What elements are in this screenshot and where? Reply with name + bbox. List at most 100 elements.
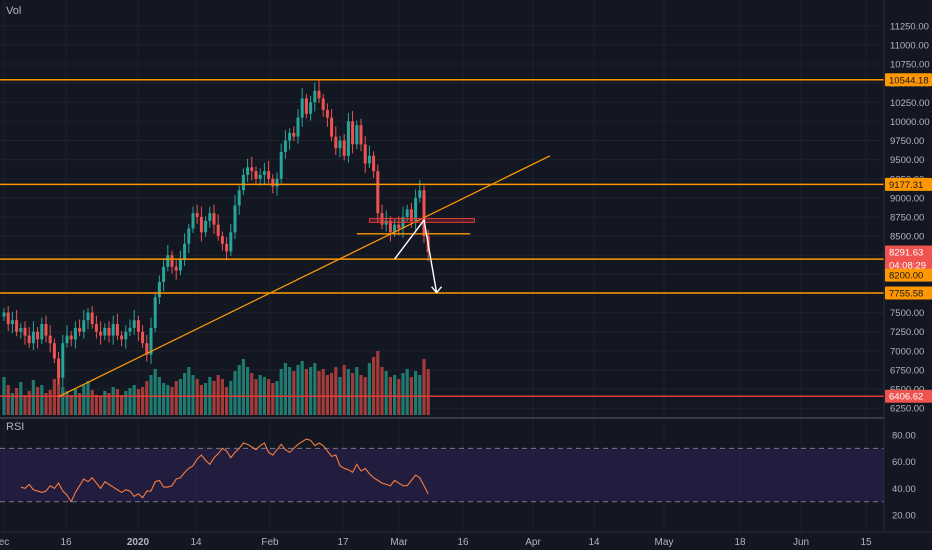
volume-bar	[283, 363, 287, 415]
candle-body	[48, 335, 52, 344]
candle-body	[115, 324, 119, 336]
candle-body	[237, 190, 241, 206]
volume-bar	[342, 365, 346, 415]
volume-bar	[78, 393, 82, 415]
price-tick-label: 6750.00	[890, 365, 924, 376]
volume-bar	[321, 369, 325, 415]
time-axis[interactable]: ec 16 2020 14 Feb 17 Mar 16 Apr 14 May 18 Jun 15	[0, 537, 872, 548]
volume-bar	[90, 390, 94, 415]
volume-bar	[367, 363, 371, 415]
price-tag-box	[885, 389, 932, 403]
volume-bar	[254, 379, 258, 415]
volume-bar	[141, 387, 145, 415]
volume-bar	[132, 385, 136, 415]
volume-bar	[19, 382, 23, 415]
arrow-head[interactable]	[431, 286, 443, 294]
volume-bar	[153, 369, 157, 415]
price-tag-box	[885, 73, 932, 87]
time-tick-label: 16	[60, 537, 72, 548]
candle-body	[153, 297, 157, 328]
volume-bar	[229, 381, 233, 415]
volume-bar	[31, 380, 35, 415]
price-tag-box	[885, 177, 932, 191]
price-tick-label: 8750.00	[890, 213, 924, 224]
chart-drawings[interactable]	[58, 155, 551, 398]
candle-body	[69, 335, 73, 340]
time-tick-label: Jun	[793, 537, 809, 548]
price-tick-label: 9000.00	[890, 193, 924, 204]
candle-body	[191, 213, 195, 229]
rsi-axis[interactable]: 80.00 60.00 40.00 20.00	[892, 431, 916, 522]
rsi-tick-label: 60.00	[892, 457, 916, 468]
price-tag-box	[885, 245, 932, 259]
volume-bar	[57, 373, 61, 415]
volume-bar	[149, 375, 153, 415]
price-tag-label: 10544.18	[889, 75, 929, 86]
candle-body	[296, 117, 300, 137]
candle-body	[204, 220, 208, 233]
candle-body	[317, 90, 321, 99]
price-tick-label: 7250.00	[890, 327, 924, 338]
candle-body	[183, 243, 187, 260]
volume-bar	[393, 375, 397, 415]
candle-body	[132, 320, 136, 328]
volume-bar	[6, 385, 10, 415]
volume-bar	[162, 383, 166, 415]
candle-body	[120, 335, 124, 340]
candle-body	[258, 174, 262, 179]
price-tag-label: 8200.00	[889, 271, 923, 282]
volume-bar	[166, 385, 170, 415]
volume-bar	[296, 365, 300, 415]
candle-body	[397, 224, 401, 229]
horizontal-levels[interactable]	[0, 79, 884, 397]
price-tick-label: 10000.00	[890, 117, 930, 128]
candle-body	[136, 320, 140, 332]
volume-bar	[73, 389, 77, 415]
candle-body	[57, 358, 61, 378]
volume-bar	[69, 395, 73, 415]
candle-body	[23, 327, 27, 336]
candle-body	[376, 171, 380, 214]
candle-body	[174, 266, 178, 271]
candle-body	[300, 98, 304, 118]
volume-bar	[275, 381, 279, 415]
volume-bar	[258, 375, 262, 415]
price-tick-label: 10750.00	[890, 60, 930, 71]
volume-bar	[330, 373, 334, 415]
volume-bar	[94, 395, 98, 415]
candle-body	[61, 343, 65, 378]
volume-label: Vol	[6, 5, 21, 17]
candle-body	[288, 132, 292, 141]
candle-body	[246, 167, 250, 175]
projection-arrow[interactable]	[394, 218, 438, 293]
volume-bar	[65, 391, 69, 415]
candle-body	[82, 320, 86, 332]
rsi-band-fill	[0, 448, 884, 502]
candle-body	[334, 136, 338, 149]
candle-body	[355, 125, 359, 145]
price-tick-label: 6250.00	[890, 404, 924, 415]
candle-body	[388, 220, 392, 233]
price-tag-label: 7755.58	[889, 289, 923, 300]
volume-bar	[359, 375, 363, 415]
volume-bar	[15, 388, 19, 415]
candle-body	[359, 125, 363, 145]
volume-bar	[376, 351, 380, 415]
price-tag-label: 9177.31	[889, 180, 923, 191]
candle-body	[372, 155, 376, 172]
candle-body	[6, 312, 10, 325]
trendline[interactable]	[58, 155, 551, 398]
volume-bar	[183, 373, 187, 415]
time-tick-label: 14	[588, 537, 600, 548]
volume-bar	[86, 381, 90, 415]
candle-body	[40, 324, 44, 340]
volume-bar	[220, 379, 224, 415]
candle-body	[141, 331, 145, 344]
volume-bar	[351, 373, 355, 415]
candle-body	[321, 98, 325, 110]
candle-body	[346, 121, 350, 156]
candle-body	[254, 171, 258, 179]
volume-bar	[44, 393, 48, 415]
volume-bar	[401, 373, 405, 415]
